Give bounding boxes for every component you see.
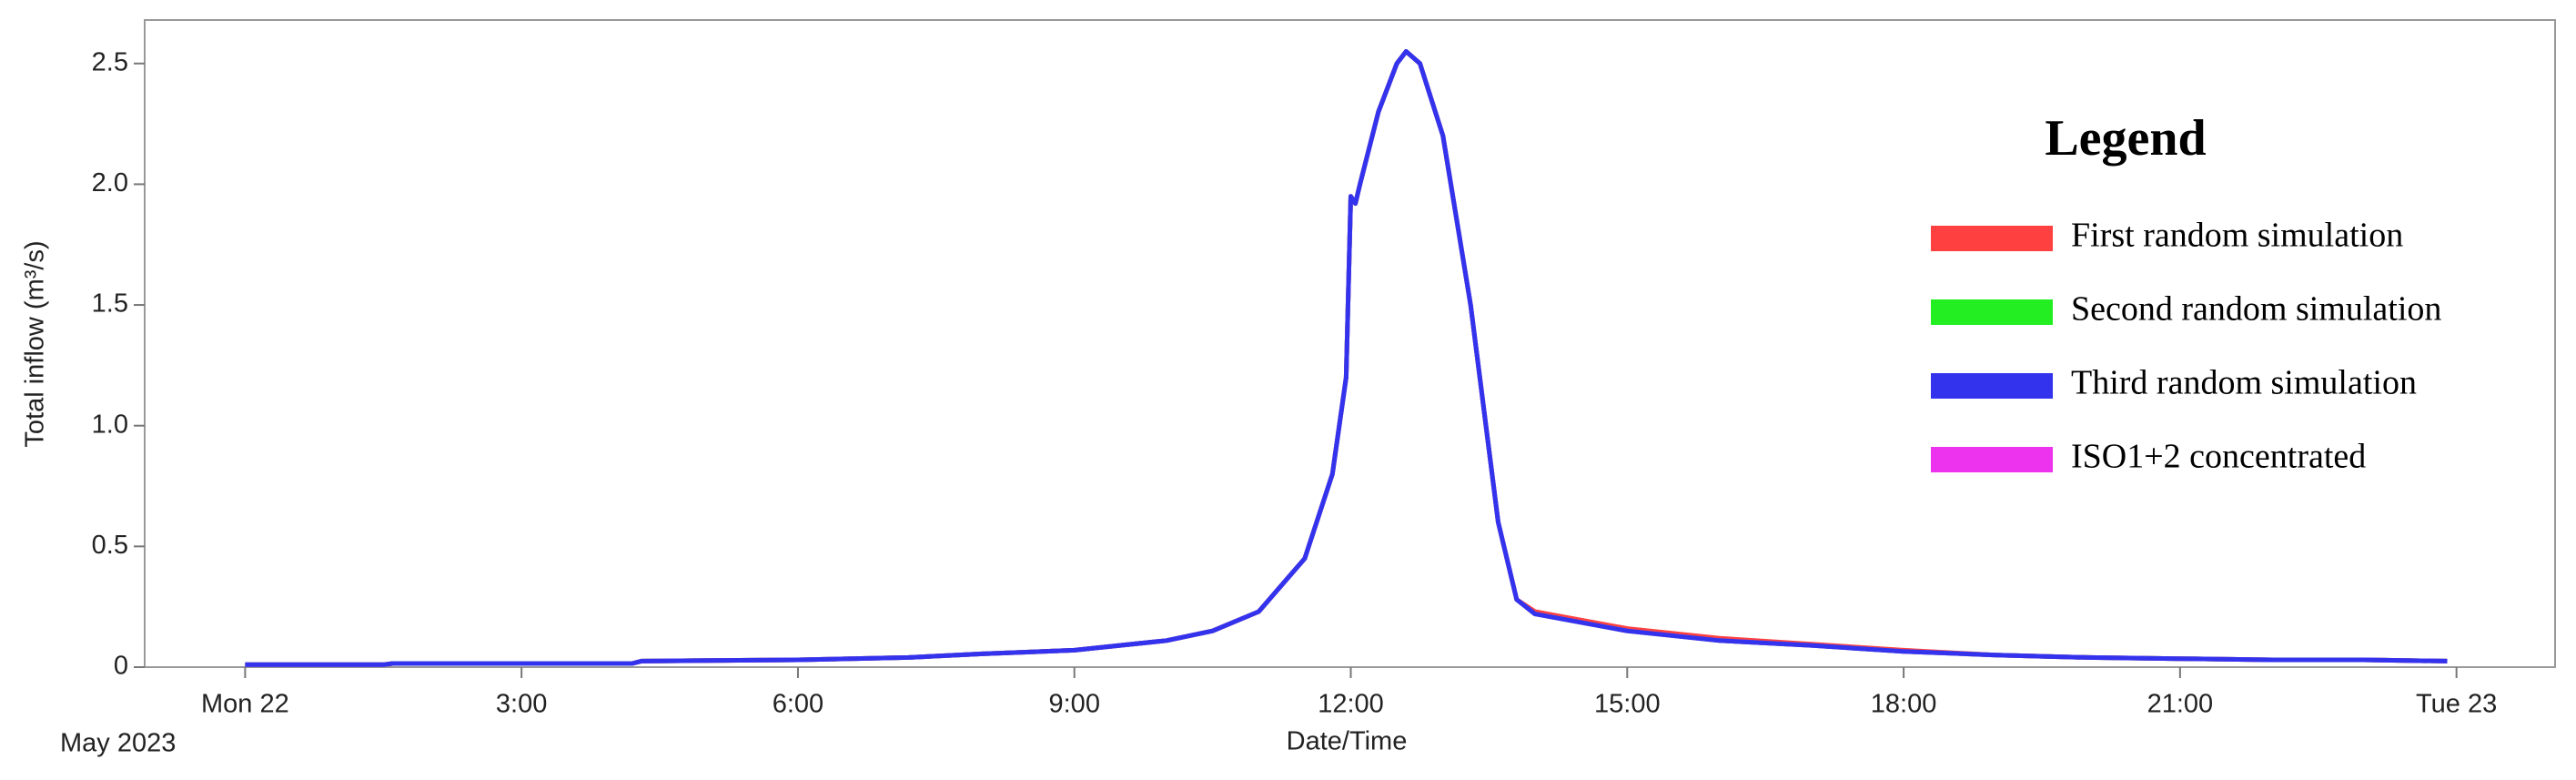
legend-swatch bbox=[1931, 299, 2053, 325]
legend-title: Legend bbox=[2045, 110, 2206, 167]
x-tick-label: 3:00 bbox=[496, 690, 547, 719]
y-tick-label: 0.5 bbox=[92, 531, 128, 560]
x-axis-title: Date/Time bbox=[1287, 727, 1408, 756]
x-tick-label: 12:00 bbox=[1318, 690, 1384, 719]
y-tick-label: 2.5 bbox=[92, 47, 128, 76]
x-tick-label: 15:00 bbox=[1594, 690, 1661, 719]
y-tick-label: 2.0 bbox=[92, 168, 128, 198]
legend-label: First random simulation bbox=[2071, 217, 2403, 255]
y-tick-label: 1.5 bbox=[92, 289, 128, 319]
legend-swatch bbox=[1931, 373, 2053, 399]
y-tick-label: 1.0 bbox=[92, 410, 128, 439]
x-tick-label: 21:00 bbox=[2147, 690, 2214, 719]
x-tick-label: Tue 23 bbox=[2416, 690, 2497, 719]
legend-swatch bbox=[1931, 226, 2053, 251]
legend-label: ISO1+2 concentrated bbox=[2071, 438, 2366, 476]
legend-label: Second random simulation bbox=[2071, 290, 2441, 329]
x-tick-label: 18:00 bbox=[1871, 690, 1937, 719]
legend-label: Third random simulation bbox=[2071, 364, 2417, 402]
x-tick-label: Mon 22 bbox=[201, 690, 289, 719]
y-axis-title: Total inflow (m³/s) bbox=[21, 240, 50, 447]
date-note: May 2023 bbox=[60, 729, 176, 758]
legend-swatch bbox=[1931, 447, 2053, 472]
plot-frame bbox=[144, 19, 2556, 668]
x-tick-label: 9:00 bbox=[1049, 690, 1100, 719]
x-tick-label: 6:00 bbox=[773, 690, 823, 719]
y-tick-label: 0 bbox=[114, 652, 128, 681]
series-line bbox=[245, 49, 2448, 667]
